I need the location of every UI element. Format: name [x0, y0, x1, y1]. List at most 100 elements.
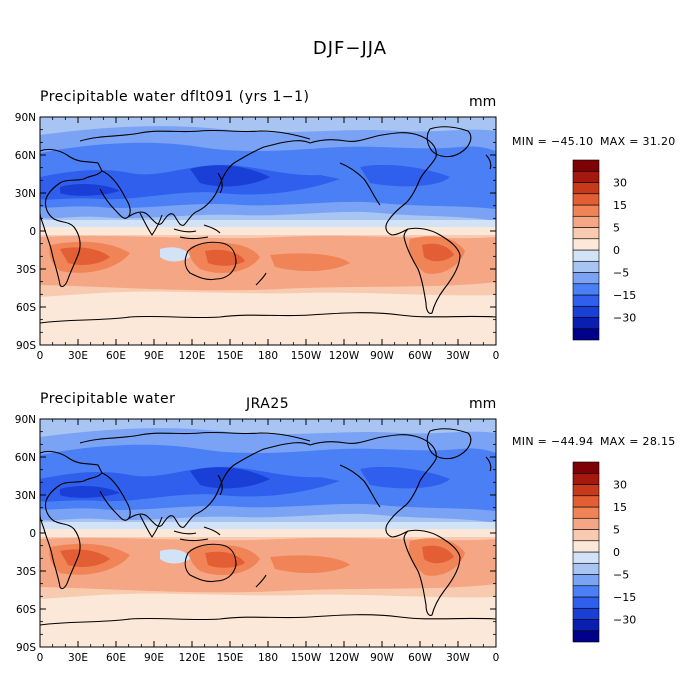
lat-label: 30S: [16, 264, 36, 276]
colorbar-swatch: [572, 495, 600, 508]
panel-1-map: [40, 117, 496, 345]
lon-label: 60W: [408, 652, 432, 664]
axis-ticks: [39, 116, 497, 648]
panel-1-min: MIN = −45.10: [512, 135, 594, 148]
colorbar-swatch: [572, 193, 600, 206]
colorbar-swatch: [572, 596, 600, 609]
lon-label: 0: [493, 350, 500, 362]
lon-label: 30W: [446, 652, 470, 664]
colorbar-swatch: [572, 517, 600, 530]
colorbar-tick-label: 30: [613, 177, 627, 190]
lat-label: 0: [29, 226, 36, 238]
lat-label: 90S: [16, 340, 36, 352]
lon-label: 90E: [144, 652, 164, 664]
lat-label: 30N: [15, 188, 36, 200]
lon-label: 120E: [179, 350, 206, 362]
lon-label: 90E: [144, 350, 164, 362]
colorbar-swatch: [572, 159, 600, 172]
lon-label: 150W: [291, 652, 322, 664]
lon-label: 60W: [408, 350, 432, 362]
colorbar-tick-label: 5: [613, 524, 620, 537]
lon-label: 150E: [217, 652, 244, 664]
colorbar-tick-label: 5: [613, 222, 620, 235]
colorbar-swatch: [572, 294, 600, 307]
lon-label: 0: [493, 652, 500, 664]
colorbar-swatch: [572, 215, 600, 228]
colorbar-tick-label: 0: [613, 244, 620, 257]
colorbar-tick-label: 0: [613, 546, 620, 559]
lat-label: 60S: [16, 604, 36, 616]
colorbar-tick-label: 15: [613, 501, 627, 514]
colorbar-tick-label: 15: [613, 199, 627, 212]
lon-label: 60E: [106, 652, 126, 664]
colorbar-tick-label: −30: [613, 614, 636, 627]
colorbar-swatch: [572, 529, 600, 542]
colorbar-swatch: [572, 472, 600, 485]
colorbar-swatch: [572, 484, 600, 497]
colorbar-tick-label: −5: [613, 569, 629, 582]
colorbar-tick-label: −5: [613, 267, 629, 280]
panel-2-min: MIN = −44.94: [512, 435, 594, 448]
lon-label: 120W: [329, 350, 360, 362]
colorbar-swatch: [572, 249, 600, 262]
panel-1-max: MAX = 31.20: [600, 135, 676, 148]
colorbar-swatch: [572, 238, 600, 251]
lon-label: 150E: [217, 350, 244, 362]
colorbar-swatch: [572, 227, 600, 240]
lon-label: 180: [258, 350, 278, 362]
lon-label: 60E: [106, 350, 126, 362]
colorbar-tick-label: −15: [613, 591, 636, 604]
lon-label: 0: [37, 652, 44, 664]
colorbar-swatch: [572, 461, 600, 474]
colorbar-swatch: [572, 272, 600, 285]
panel-2-units: mm: [469, 396, 497, 412]
colorbars: 30 15 5 0 −5 −15 −30 30 15 5 0 −5 −15 −30: [572, 159, 636, 643]
lon-label: 30E: [68, 350, 88, 362]
lat-label: 60N: [15, 452, 36, 464]
colorbar-swatch: [572, 182, 600, 195]
lat-label: 90S: [16, 642, 36, 654]
lat-label: 60N: [15, 150, 36, 162]
colorbar-swatch: [572, 607, 600, 620]
colorbar-swatch: [572, 260, 600, 273]
lon-label: 90W: [370, 350, 394, 362]
colorbar-swatch: [572, 619, 600, 632]
lon-label: 30E: [68, 652, 88, 664]
lat-label: 90N: [15, 112, 36, 124]
colorbar-swatch: [572, 506, 600, 519]
colorbar-tick-label: −15: [613, 289, 636, 302]
lat-label: 0: [29, 528, 36, 540]
colorbar-swatch: [572, 305, 600, 318]
lon-label: 120E: [179, 652, 206, 664]
lon-label: 180: [258, 652, 278, 664]
lon-label: 30W: [446, 350, 470, 362]
lon-label: 90W: [370, 652, 394, 664]
lat-label: 30S: [16, 566, 36, 578]
lat-label: 30N: [15, 490, 36, 502]
lon-label: 150W: [291, 350, 322, 362]
lat-label: 60S: [16, 302, 36, 314]
colorbar-swatch: [572, 562, 600, 575]
colorbar-swatch: [572, 204, 600, 217]
colorbar-swatch: [572, 540, 600, 553]
figure-title: DJF−JJA: [312, 38, 388, 59]
colorbar-swatch: [572, 328, 600, 341]
colorbar-swatch: [572, 317, 600, 330]
colorbar-swatch: [572, 630, 600, 643]
panel-1-units: mm: [469, 94, 497, 110]
panel-2-max: MAX = 28.15: [600, 435, 676, 448]
colorbar-swatch: [572, 551, 600, 564]
colorbar-tick-label: 30: [613, 479, 627, 492]
lon-label: 0: [37, 350, 44, 362]
colorbar-swatch: [572, 574, 600, 587]
panel-2-dataset: JRA25: [246, 396, 290, 412]
panel-1-title: Precipitable water dflt091 (yrs 1−1): [40, 89, 310, 105]
lon-label: 120W: [329, 652, 360, 664]
colorbar-tick-label: −30: [613, 312, 636, 325]
lat-label: 90N: [15, 414, 36, 426]
colorbar-swatch: [572, 283, 600, 296]
panel-2-map: [40, 419, 496, 647]
panel-2-title: Precipitable water: [40, 391, 176, 407]
